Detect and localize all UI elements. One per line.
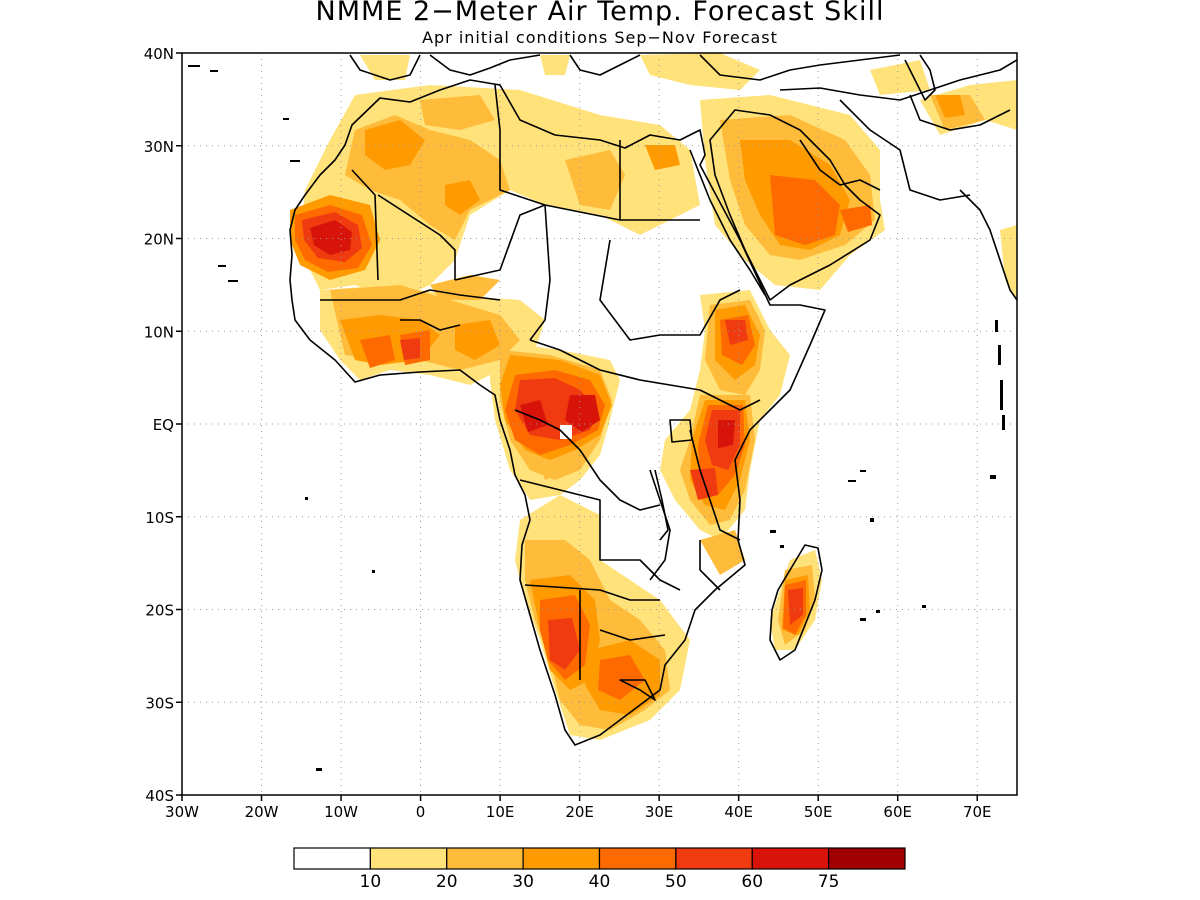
colorbar-swatch [293,847,371,870]
colorbar: 10 20 30 40 50 60 75 [293,847,906,892]
madagascar-coastline [769,544,823,661]
colorbar-label: 20 [436,872,458,892]
lat-tick-label: EQ [153,416,174,434]
lon-tick-label: 20W [245,803,279,821]
lat-tick-label: 30S [145,694,174,712]
colorbar-swatch [751,847,830,870]
lon-tick-label: 30W [165,803,199,821]
coastline-outlines [289,54,1017,746]
lon-tick-label: 10E [486,803,515,821]
lon-tick-label: 40E [724,803,753,821]
lon-tick-label: 30E [645,803,674,821]
colorbar-label: 75 [818,872,840,892]
skill-band-60-75 [310,220,735,448]
lon-tick-label: 0 [416,803,426,821]
colorbar-swatch [828,847,906,870]
colorbar-label: 40 [589,872,611,892]
map-subtitle: Apr initial conditions Sep−Nov Forecast [422,28,778,47]
colorbar-swatch [598,847,677,870]
colorbar-label: 60 [741,872,763,892]
island-markers [188,65,1005,771]
lon-tick-label: 10W [324,803,358,821]
colorbar-label: 10 [360,872,382,892]
colorbar-swatch [675,847,753,870]
longitude-labels: 30W 20W 10W 0 10E 20E 30E 40E 50E 60E 70E [165,803,991,821]
arabia-coastline [709,109,881,301]
colorbar-label: 50 [665,872,687,892]
colorbar-swatch [446,847,524,870]
axis-ticks [176,52,978,801]
lat-tick-label: 30N [144,138,174,156]
lat-tick-label: 10N [144,323,174,341]
lat-tick-label: 40N [144,45,174,63]
colorbar-swatch [369,847,448,870]
colorbar-swatch [522,847,601,870]
lon-tick-label: 70E [963,803,992,821]
lat-tick-label: 20S [145,602,174,620]
lon-tick-label: 50E [804,803,833,821]
africa-coastline [289,79,826,746]
map-title: NMME 2−Meter Air Temp. Forecast Skill [315,0,885,27]
lon-tick-label: 20E [565,803,594,821]
lat-tick-label: 40S [145,787,174,805]
lat-tick-label: 20N [144,231,174,249]
colorbar-label: 30 [512,872,534,892]
lat-tick-label: 10S [145,509,174,527]
lon-tick-label: 60E [883,803,912,821]
latitude-labels: 40N 30N 20N 10N EQ 10S 20S 30S 40S [144,45,174,805]
